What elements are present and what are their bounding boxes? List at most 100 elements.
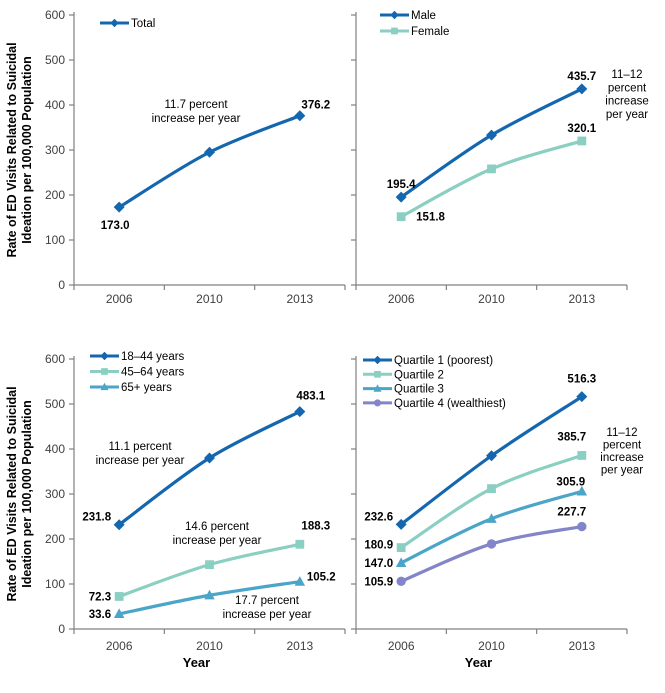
y-tick-label: 200 (45, 532, 65, 546)
x-tick-label: 2006 (388, 639, 415, 653)
point-label-188.3: 188.3 (301, 520, 330, 532)
annotation: 11.1 percent increase per year (96, 441, 185, 467)
point-label-147.0: 147.0 (364, 558, 393, 570)
y-tick-label: 600 (45, 8, 65, 22)
data-point-18–44 years-2006 (113, 519, 125, 531)
x-tick-label: 2010 (196, 292, 223, 306)
data-point-45–64 years-2013 (295, 539, 305, 549)
point-label-305.9: 305.9 (556, 476, 585, 488)
x-tick-label: 2013 (286, 639, 313, 653)
data-point-Total-2013 (294, 110, 306, 122)
point-label-105.2: 105.2 (307, 572, 336, 584)
legend-item-Total: Total (100, 18, 155, 30)
data-point-Quartile 4 (wealthiest)-2013 (577, 521, 587, 532)
y-tick-label: 400 (45, 98, 65, 112)
legend-label: Quartile 4 (wealthiest) (394, 398, 506, 410)
data-point-45–64 years-2006 (114, 592, 124, 601)
chart-panel-bottom-left: 0 100 200 300 400 500 600 2006 2010 2013 Rate of E… (5, 351, 346, 670)
legend-marker-circle (373, 399, 382, 407)
legend-label: Quartile 1 (poorest) (394, 355, 493, 367)
data-point-Quartile 4 (wealthiest)-2010 (486, 539, 497, 549)
legend-item-Male: Male (380, 10, 436, 22)
point-label-195.4: 195.4 (387, 179, 416, 191)
legend-marker-diamond (100, 351, 109, 361)
point-label-231.8: 231.8 (82, 512, 111, 524)
legend-item-18–44 years: 18–44 years (90, 351, 185, 363)
point-label-516.3: 516.3 (567, 374, 596, 386)
y-tick-label: 400 (45, 442, 65, 456)
legend-marker-diamond (390, 10, 399, 20)
y-tick-label: 600 (45, 352, 65, 366)
legend-item-Quartile 1 (poorest): Quartile 1 (poorest) (363, 355, 493, 367)
annotation: 11.7 percent increase per year (152, 99, 241, 125)
chart-panel-bottom-right: 2006 2010 2013 Year Quartile 1 (poorest) Quar… (351, 355, 644, 670)
point-label-227.7: 227.7 (557, 507, 586, 519)
x-tick-label: 2013 (568, 292, 595, 306)
x-tick-label: 2010 (196, 639, 223, 653)
data-point-18–44 years-2010 (203, 452, 215, 464)
legend-item-Quartile 4 (wealthiest): Quartile 4 (wealthiest) (363, 398, 506, 410)
data-point-Quartile 2-2006 (396, 543, 406, 552)
legend-label: 65+ years (121, 382, 172, 394)
point-label-385.7: 385.7 (557, 431, 586, 443)
legend-label: Total (131, 18, 155, 30)
point-label-105.9: 105.9 (364, 576, 393, 588)
x-tick-label: 2010 (478, 292, 505, 306)
chart-panel-top-right: 2006 2010 2013 Male Female 195.4 435.7 151.8 320… (351, 10, 649, 306)
data-point-Female-2010 (487, 164, 496, 174)
legend-marker-square (101, 368, 108, 375)
y-tick-label: 100 (45, 577, 65, 591)
point-label-173.0: 173.0 (101, 220, 130, 232)
data-point-Female-2013 (577, 136, 587, 146)
x-tick-label: 2006 (106, 292, 133, 306)
y-axis-title: Rate of ED Visits Related to SuicidalIde… (5, 42, 34, 257)
data-point-Quartile 1 (poorest)-2006 (395, 518, 407, 530)
series-line-18–44 years (117, 410, 302, 527)
legend-item-Quartile 3: Quartile 3 (363, 384, 444, 396)
data-point-Quartile 3-2013 (576, 485, 588, 496)
annotation: 17.7 percent increase per year (223, 595, 312, 621)
y-tick-label: 100 (45, 233, 65, 247)
x-tick-label: 2013 (568, 639, 595, 653)
data-point-Total-2006 (113, 201, 125, 213)
x-axis-title: Year (183, 655, 210, 670)
data-point-65+ years-2010 (204, 589, 215, 600)
series-line-45–64 years (117, 542, 302, 599)
point-label-72.3: 72.3 (89, 591, 111, 603)
legend-marker-square (374, 370, 381, 378)
x-tick-label: 2006 (106, 639, 133, 653)
legend-marker-diamond (110, 18, 119, 28)
y-tick-label: 200 (45, 188, 65, 202)
legend-marker-square (391, 27, 398, 35)
x-tick-label: 2010 (478, 639, 505, 653)
y-tick-label: 300 (45, 143, 65, 157)
data-point-65+ years-2006 (113, 608, 125, 619)
series-line-Quartile 4 (wealthiest) (399, 524, 584, 583)
y-tick-label: 500 (45, 53, 65, 67)
point-label-320.1: 320.1 (567, 123, 596, 135)
series-line-Male (399, 87, 584, 199)
legend-marker-diamond (373, 355, 382, 365)
data-point-Quartile 1 (poorest)-2010 (485, 450, 497, 462)
y-tick-label: 0 (58, 622, 65, 636)
data-point-Quartile 2-2010 (487, 484, 496, 493)
x-axis-title: Year (465, 655, 492, 670)
x-tick-label: 2006 (388, 292, 415, 306)
y-axis-title: Rate of ED Visits Related to SuicidalIde… (5, 386, 34, 601)
point-label-232.6: 232.6 (364, 511, 393, 523)
point-label-376.2: 376.2 (301, 100, 330, 112)
annotation: 11–12 percent increase per year (605, 69, 648, 121)
x-tick-label: 2013 (286, 292, 313, 306)
point-label-483.1: 483.1 (296, 391, 325, 403)
y-tick-label: 500 (45, 397, 65, 411)
series-line-Total (117, 114, 302, 209)
annotation: 14.6 percent increase per year (173, 521, 262, 547)
legend-marker-triangle (100, 382, 109, 391)
annotation: 11–12 percent increase per year (600, 427, 643, 477)
data-point-65+ years-2013 (294, 576, 306, 586)
legend-label: 45–64 years (121, 367, 185, 379)
data-point-Male-2013 (576, 83, 588, 95)
legend-marker-triangle (373, 384, 382, 392)
